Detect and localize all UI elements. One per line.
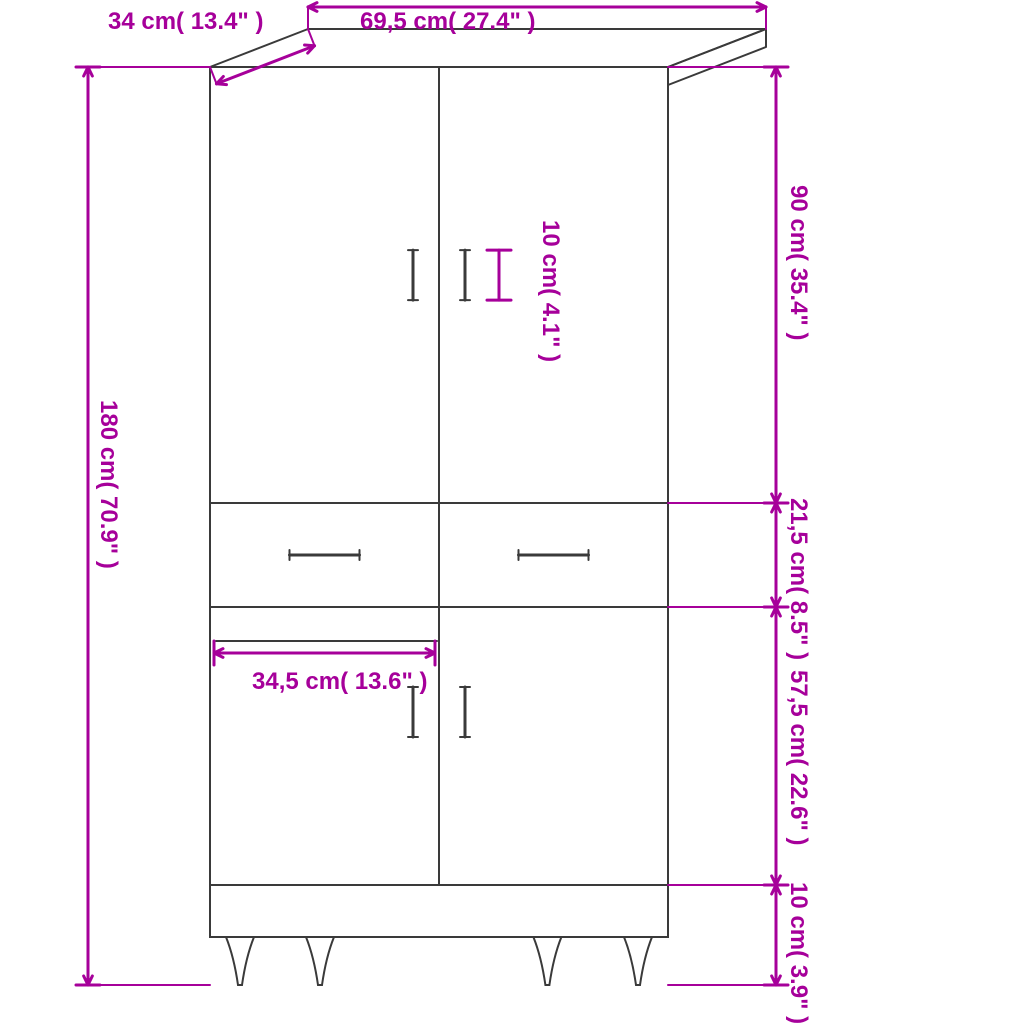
dim-width-label: 69,5 cm( 27.4" )	[360, 8, 535, 36]
dim-height-label: 180 cm( 70.9" )	[94, 400, 122, 569]
dim-handle-label: 10 cm( 4.1" )	[536, 220, 564, 362]
dim-drawer-label: 21,5 cm( 8.5" )	[784, 498, 812, 660]
dim-depth-label: 34 cm( 13.4" )	[108, 8, 263, 36]
dim-upper-label: 90 cm( 35.4" )	[784, 185, 812, 340]
dim-leg-label: 10 cm( 3.9" )	[784, 882, 812, 1024]
dimension-diagram	[0, 0, 1024, 1024]
dim-doorw-label: 34,5 cm( 13.6" )	[252, 668, 427, 696]
dim-lower-label: 57,5 cm( 22.6" )	[784, 670, 812, 845]
